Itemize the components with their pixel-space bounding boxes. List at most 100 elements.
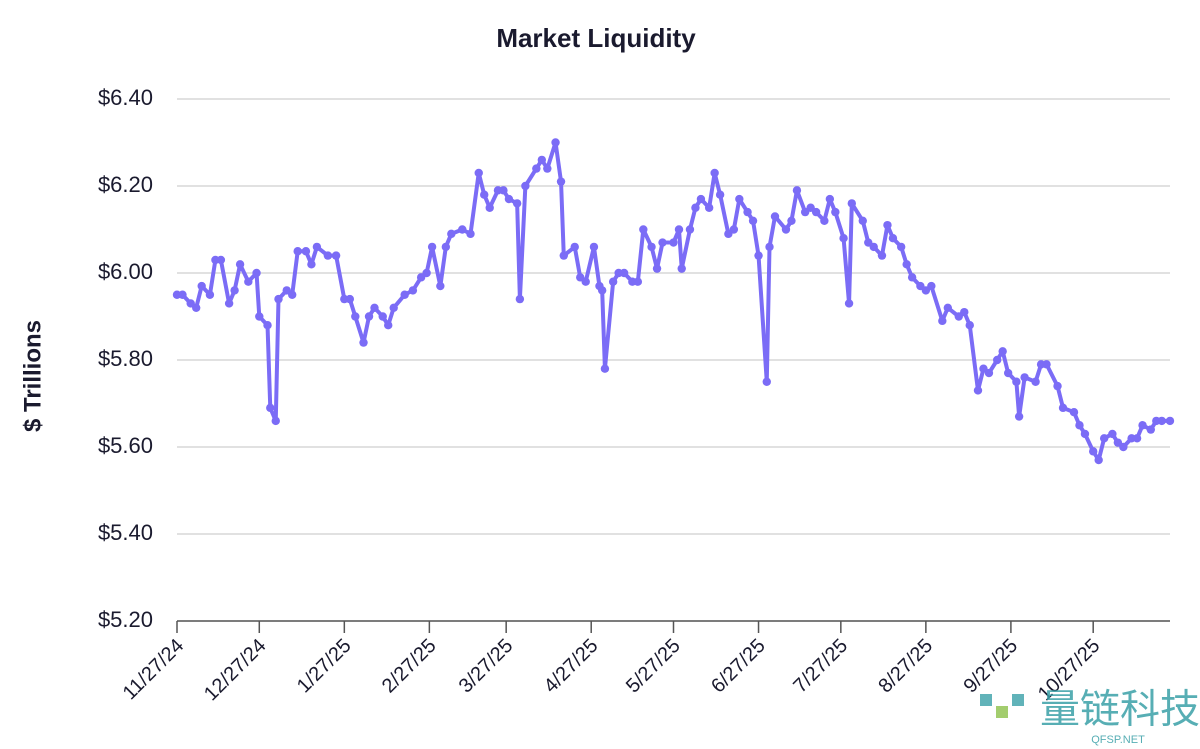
data-point [436,281,445,291]
data-point [274,294,283,304]
data-point [1132,434,1142,443]
data-point [1157,416,1166,426]
data-point [255,312,264,321]
data-point [691,203,700,212]
data-point [658,238,667,247]
data-point [1088,447,1098,456]
watermark-subtext: QFSP.NET [1091,734,1145,746]
data-point [927,281,936,291]
data-point [883,220,892,230]
data-point [998,347,1007,356]
data-point [710,168,719,178]
y-tick-label: $5.80 [98,346,153,371]
data-point [263,321,272,330]
data-point [619,268,629,278]
data-point [633,277,643,286]
data-point [301,247,311,256]
watermark-text: 量链科技 [1040,688,1200,732]
data-point [1075,421,1084,430]
data-point [735,194,744,204]
data-point [704,203,714,212]
data-point [844,299,854,308]
data-point [674,225,684,234]
data-point [345,294,355,304]
data-point [729,225,739,234]
data-point [307,260,316,269]
data-point [499,186,508,195]
data-point [378,312,387,321]
data-point [581,277,590,286]
data-point [422,268,431,278]
y-tick-label: $6.40 [98,85,153,110]
data-point [323,251,333,260]
data-point [1146,425,1155,434]
data-point [1138,421,1147,430]
y-axis-label: $ Trillions [19,320,46,432]
data-point [765,242,774,252]
data-point [787,216,796,225]
data-point [1165,416,1175,426]
data-point [811,207,821,217]
data-point [570,242,579,252]
data-point [896,242,906,252]
data-point [1080,429,1090,439]
data-point [677,264,686,273]
data-point [400,290,409,299]
data-point [351,312,360,321]
data-point [1094,455,1103,465]
data-point [408,286,418,295]
data-point [696,194,706,204]
data-point [559,251,568,260]
data-point [480,190,489,199]
data-point [820,216,829,225]
data-point [715,190,725,199]
chart-title: Market Liquidity [496,23,696,53]
data-point [474,168,483,178]
x-tick-label: 5/27/25 [622,635,685,698]
data-point [271,416,280,426]
data-point [608,277,618,286]
data-point [521,181,530,191]
data-point [235,260,245,269]
data-point [331,251,341,260]
data-point [825,194,835,204]
watermark-icon [1012,694,1024,706]
data-point [902,260,911,269]
data-point [1020,373,1029,382]
data-point [770,212,780,221]
x-tick-label: 2/27/25 [378,635,441,698]
data-point [293,247,302,256]
data-point [252,268,261,278]
x-tick-label: 7/27/25 [789,635,852,698]
data-point [831,207,840,217]
data-point [224,299,234,308]
data-point [389,303,398,312]
x-tick-label: 3/27/25 [455,635,518,698]
data-point [888,234,898,243]
data-point [244,277,253,286]
watermark-icon [996,706,1008,718]
data-point [216,255,226,265]
data-point [877,251,887,260]
x-tick-label: 9/27/25 [959,635,1022,698]
x-tick-label: 12/27/24 [200,635,271,706]
data-point [512,199,522,208]
data-point [370,303,379,312]
data-point [781,225,791,234]
data-point [984,368,994,378]
data-point [748,216,758,225]
data-point [639,225,648,234]
data-point [762,377,771,386]
x-tick-label: 11/27/24 [119,635,189,705]
data-point [652,264,662,273]
data-point [685,225,695,234]
x-tick-label: 6/27/25 [707,635,770,698]
data-point [364,312,374,321]
data-point [266,403,275,413]
data-point [178,290,187,299]
data-point [938,316,947,326]
data-point [458,225,467,234]
watermark: 量链科技 QFSP.NET [980,688,1200,746]
data-point [1042,360,1051,369]
